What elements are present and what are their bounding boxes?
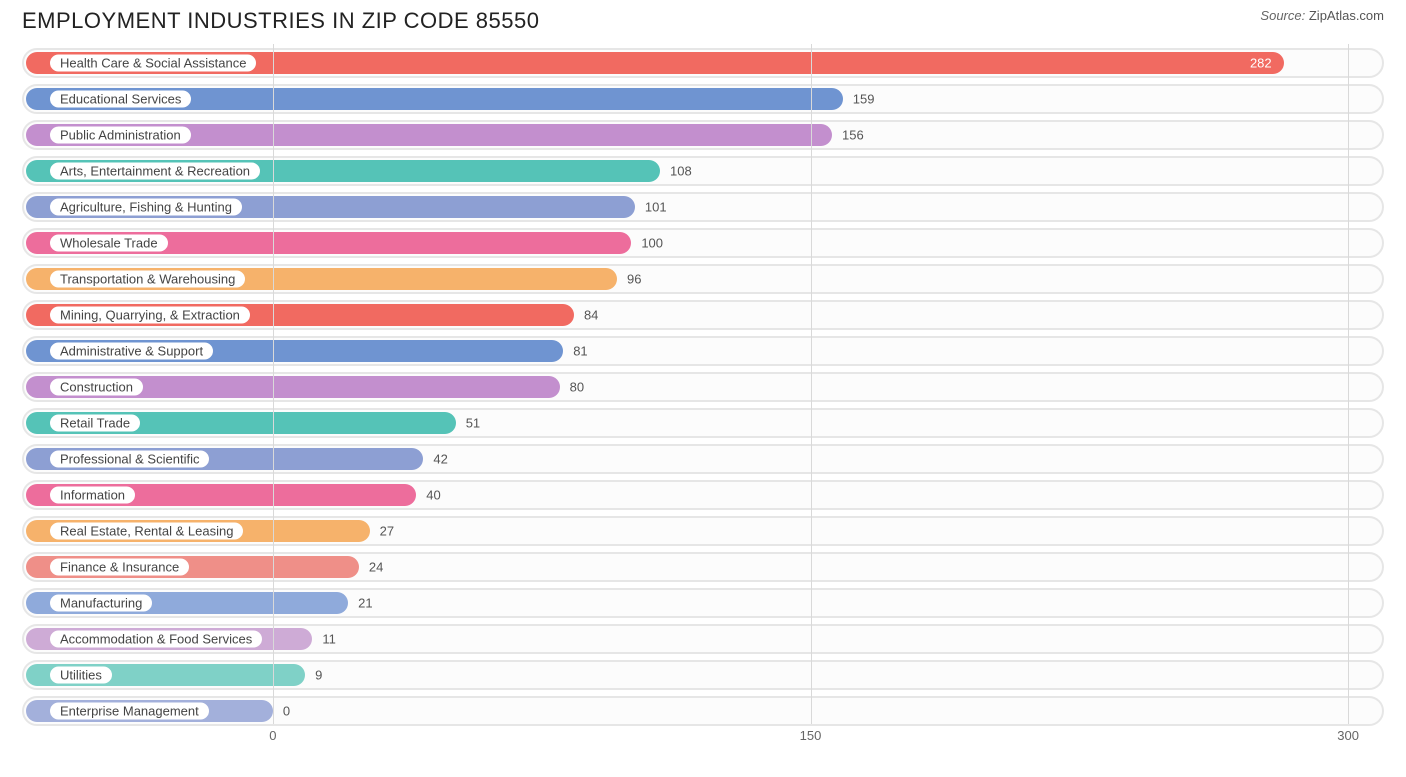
- bar-value: 84: [584, 308, 598, 323]
- bar-row: Information 40: [22, 480, 1384, 510]
- chart-title: EMPLOYMENT INDUSTRIES IN ZIP CODE 85550: [22, 8, 540, 34]
- bar-value: 156: [842, 128, 864, 143]
- bar-label: Arts, Entertainment & Recreation: [48, 161, 262, 182]
- bar-row: Retail Trade 51: [22, 408, 1384, 438]
- bar-label: Professional & Scientific: [48, 449, 211, 470]
- bar-value: 0: [283, 704, 290, 719]
- bar-value: 282: [1250, 56, 1272, 71]
- chart-header: EMPLOYMENT INDUSTRIES IN ZIP CODE 85550 …: [0, 0, 1406, 38]
- bar-row: Health Care & Social Assistance 282: [22, 48, 1384, 78]
- bar-row: Agriculture, Fishing & Hunting 101: [22, 192, 1384, 222]
- bar-row: Mining, Quarrying, & Extraction 84: [22, 300, 1384, 330]
- bar-row: Manufacturing 21: [22, 588, 1384, 618]
- source-site: ZipAtlas.com: [1309, 8, 1384, 23]
- bar-value: 51: [466, 416, 480, 431]
- bar-row: Enterprise Management 0: [22, 696, 1384, 726]
- bar-row: Accommodation & Food Services 11: [22, 624, 1384, 654]
- bar-label: Accommodation & Food Services: [48, 629, 264, 650]
- bar-row: Administrative & Support 81: [22, 336, 1384, 366]
- bar-label: Utilities: [48, 665, 114, 686]
- bar-value: 9: [315, 668, 322, 683]
- bar-value: 96: [627, 272, 641, 287]
- chart-area: Health Care & Social Assistance 282 Educat…: [22, 44, 1384, 746]
- bar-label: Public Administration: [48, 125, 193, 146]
- bar-value: 27: [380, 524, 394, 539]
- x-axis: 0 150 300: [22, 726, 1384, 746]
- bar-label: Retail Trade: [48, 413, 142, 434]
- x-tick-label: 0: [269, 728, 276, 743]
- bar-label: Information: [48, 485, 137, 506]
- bar-row: Construction 80: [22, 372, 1384, 402]
- bar-value: 40: [426, 488, 440, 503]
- bar-value: 24: [369, 560, 383, 575]
- bars-container: Health Care & Social Assistance 282 Educat…: [22, 44, 1384, 726]
- x-tick-label: 150: [800, 728, 822, 743]
- bar-value: 108: [670, 164, 692, 179]
- bar-value: 159: [853, 92, 875, 107]
- bar-value: 100: [641, 236, 663, 251]
- bar-label: Educational Services: [48, 89, 193, 110]
- bar-label: Real Estate, Rental & Leasing: [48, 521, 245, 542]
- bar-value: 80: [570, 380, 584, 395]
- bar-label: Mining, Quarrying, & Extraction: [48, 305, 252, 326]
- bar-row: Wholesale Trade 100: [22, 228, 1384, 258]
- bar-row: Finance & Insurance 24: [22, 552, 1384, 582]
- bar-row: Transportation & Warehousing 96: [22, 264, 1384, 294]
- bar-label: Wholesale Trade: [48, 233, 170, 254]
- bar-label: Manufacturing: [48, 593, 154, 614]
- bar-row: Educational Services 159: [22, 84, 1384, 114]
- bar-value: 81: [573, 344, 587, 359]
- chart-source: Source: ZipAtlas.com: [1260, 8, 1384, 23]
- bar-label: Transportation & Warehousing: [48, 269, 247, 290]
- grid-line: [1348, 44, 1349, 724]
- grid-line: [273, 44, 274, 724]
- bar-value: 42: [433, 452, 447, 467]
- bar-row: Utilities 9: [22, 660, 1384, 690]
- bar-row: Arts, Entertainment & Recreation 108: [22, 156, 1384, 186]
- bar-label: Construction: [48, 377, 145, 398]
- bar-value: 101: [645, 200, 667, 215]
- bar-row: Public Administration 156: [22, 120, 1384, 150]
- bar-label: Agriculture, Fishing & Hunting: [48, 197, 244, 218]
- bar-label: Health Care & Social Assistance: [48, 53, 258, 74]
- bar-label: Administrative & Support: [48, 341, 215, 362]
- source-label: Source:: [1260, 8, 1305, 23]
- grid-line: [811, 44, 812, 724]
- bar-value: 21: [358, 596, 372, 611]
- bar-row: Real Estate, Rental & Leasing 27: [22, 516, 1384, 546]
- bar-row: Professional & Scientific 42: [22, 444, 1384, 474]
- bar-label: Enterprise Management: [48, 701, 211, 722]
- x-tick-label: 300: [1337, 728, 1359, 743]
- bar-value: 11: [322, 632, 336, 647]
- bar-label: Finance & Insurance: [48, 557, 191, 578]
